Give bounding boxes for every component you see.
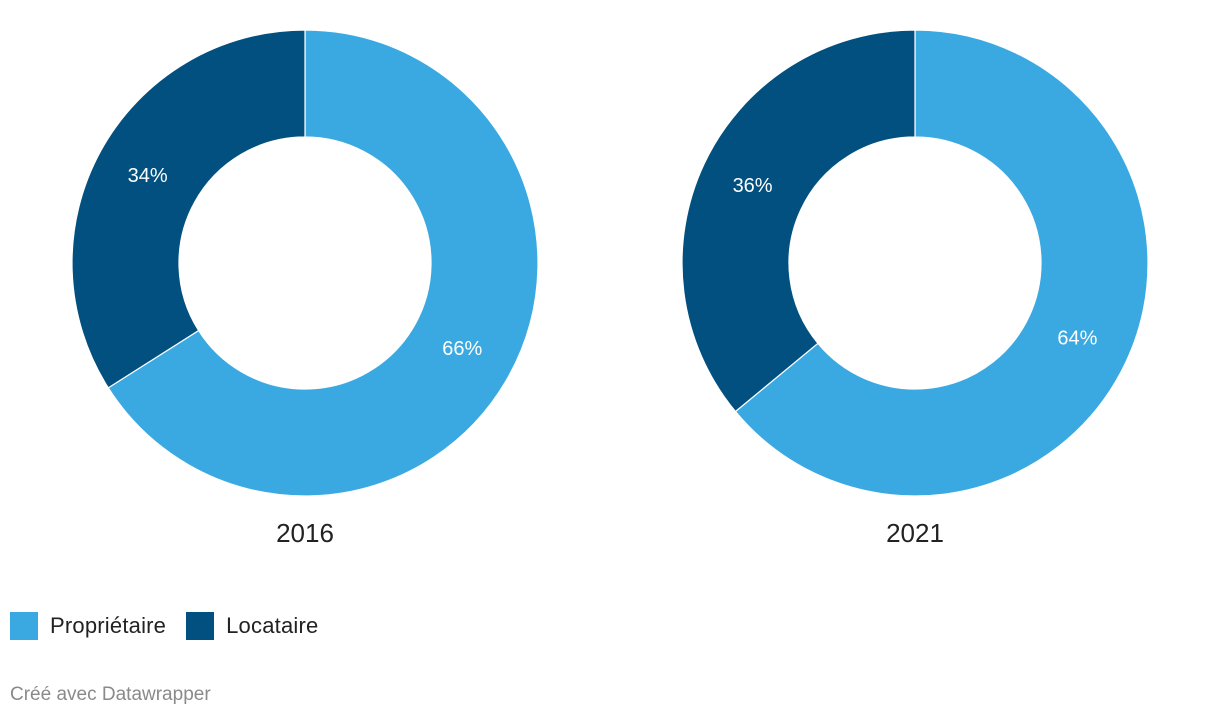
chart-title-2016: 2016 — [276, 518, 334, 548]
slice-label-locataire-2016: 34% — [128, 165, 168, 187]
chart-title-2021: 2021 — [886, 518, 944, 548]
legend-swatch-locataire — [186, 612, 215, 640]
slice-locataire-2021 — [681, 29, 916, 413]
slice-label-proprietaire-2016: 66% — [442, 338, 482, 360]
footer-credit: Créé avec Datawrapper — [10, 684, 211, 705]
donut-chart-2016: 66% 34% 2016 — [71, 29, 539, 548]
legend-label-locataire: Locataire — [226, 613, 319, 638]
legend: Propriétaire Locataire — [10, 612, 338, 640]
slice-label-proprietaire-2021: 64% — [1057, 328, 1097, 350]
slice-proprietaire-2021 — [734, 29, 1149, 497]
legend-item-proprietaire: Propriétaire — [10, 612, 166, 640]
legend-item-locataire: Locataire — [186, 612, 318, 640]
slice-locataire-2016 — [71, 29, 306, 389]
slice-label-locataire-2021: 36% — [733, 175, 773, 197]
donut-chart-2021: 64% 36% 2021 — [681, 29, 1149, 548]
donut-charts: 66% 34% 2016 64% 36% 2021 — [71, 29, 1149, 548]
legend-swatch-proprietaire — [10, 612, 38, 640]
slice-proprietaire-2016 — [107, 29, 539, 497]
legend-label-proprietaire: Propriétaire — [50, 613, 167, 638]
